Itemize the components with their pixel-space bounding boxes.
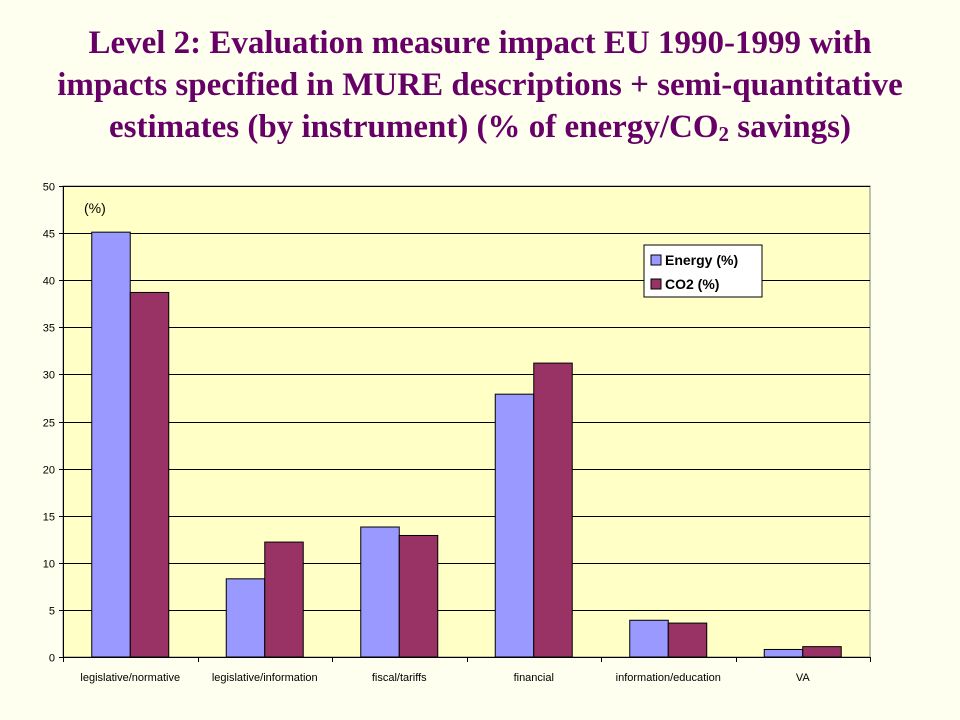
title-line-3-text: estimates (by instrument) (% of energy/C… [109,109,719,145]
legend: Energy (%) CO2 (%) [643,244,763,298]
energy-bar [225,578,266,658]
legend-swatch-energy [650,254,662,266]
title-line-1: Level 2: Evaluation measure impact EU 19… [88,25,872,61]
legend-label-co2: CO2 (%) [665,276,719,292]
energy-bar [494,393,535,658]
y-tick-label: 50 [43,182,55,194]
y-tick-label: 10 [43,559,55,571]
slide-title: Level 2: Evaluation measure impact EU 19… [20,22,940,148]
legend-box [643,244,763,298]
energy-bar [763,648,804,658]
y-tick-label: 40 [43,276,55,288]
y-tick-label: 0 [49,653,55,665]
legend-label-energy: Energy (%) [665,252,738,268]
co2-bar [264,541,304,658]
x-tick-label: legislative/information [212,672,318,684]
x-tick-label: financial [514,672,554,684]
unit-label: (%) [84,200,106,216]
title-line-3: estimates (by instrument) (% of energy/C… [20,106,940,148]
x-tick-label: fiscal/tariffs [372,672,427,684]
legend-swatch-co2 [650,278,662,290]
title-line-3-end: savings) [729,109,851,145]
axes-group: 0 5 10 15 20 25 30 35 40 45 50 legislative/normativ… [43,182,871,684]
y-tick-label: 20 [43,465,55,477]
energy-bar [360,526,400,658]
y-tick-label: 30 [43,370,55,382]
bars-group [91,231,842,658]
y-tick-label: 5 [49,606,55,618]
y-tick-label: 35 [43,323,55,335]
x-tick-label: information/education [616,672,721,684]
x-tick-label: legislative/normative [80,672,180,684]
x-tick-label: VA [796,672,811,684]
energy-bar [91,231,131,658]
co2-bar [398,534,439,658]
y-tick-label: 15 [43,512,55,524]
y-tick-label: 25 [43,418,55,430]
co2-bar [129,291,170,658]
co2-bar [667,622,708,658]
co2-bar [533,362,573,658]
title-line-2: impacts specified in MURE descriptions +… [57,67,903,103]
title-subscript: 2 [718,122,730,146]
energy-bar [629,619,669,658]
co2-bar [802,646,842,658]
y-tick-label: 45 [43,229,55,241]
